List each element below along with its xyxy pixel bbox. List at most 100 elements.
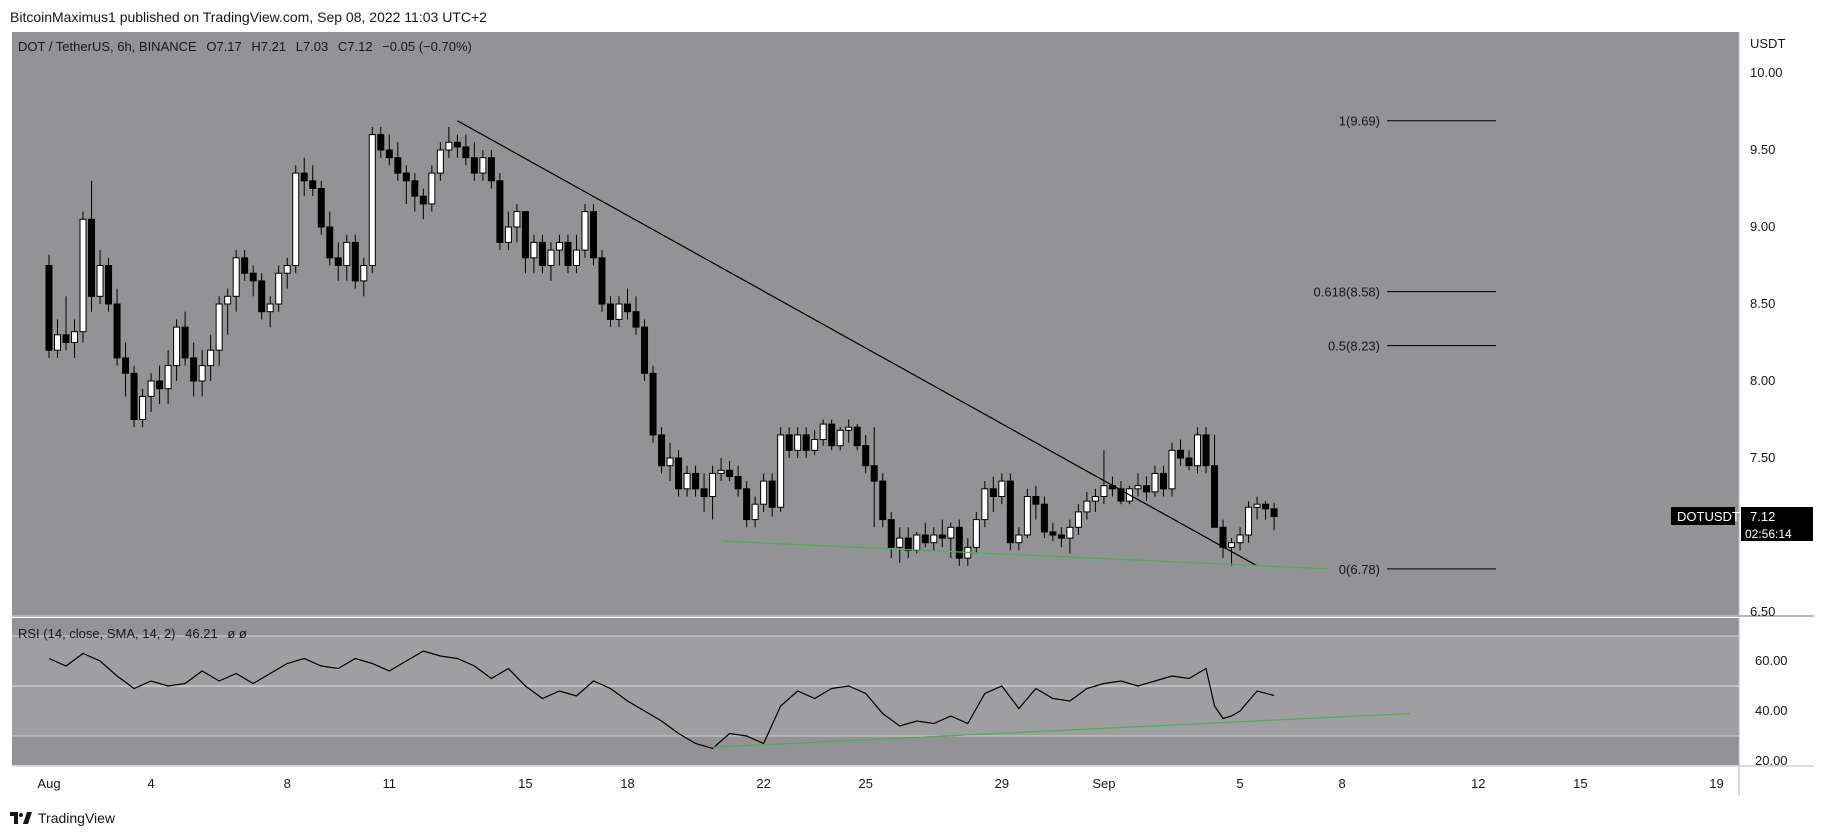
time-tick-label: 19 [1709, 776, 1723, 791]
candle-body [734, 475, 742, 490]
price-axis-unit: USDT [1750, 36, 1785, 51]
candle-body [45, 265, 53, 351]
candlestick [998, 473, 1006, 505]
candle-body [436, 149, 444, 174]
candlestick [343, 234, 351, 281]
candle-body [190, 357, 198, 382]
candle-body [675, 457, 683, 490]
candle-body [479, 157, 487, 174]
candle-body [811, 439, 819, 451]
candlestick [879, 473, 887, 528]
candlestick [402, 165, 410, 204]
candle-body [606, 303, 614, 320]
candlestick [760, 473, 768, 512]
candlestick [1083, 491, 1091, 520]
candle-body [819, 423, 827, 441]
time-tick-label: 5 [1236, 776, 1243, 791]
candlestick [266, 296, 274, 328]
candle-body [845, 426, 853, 431]
time-tick-label: 8 [1339, 776, 1346, 791]
candlestick [275, 265, 283, 312]
candle-body [760, 480, 768, 505]
candlestick [870, 427, 878, 528]
candlestick [1202, 427, 1210, 474]
candle-body [1023, 496, 1031, 536]
candlestick [819, 419, 827, 446]
candle-body [726, 469, 734, 477]
candlestick [1091, 488, 1099, 512]
rsi-line [48, 650, 1275, 750]
candle-body [394, 157, 402, 174]
candlestick [768, 473, 776, 517]
candle-body [836, 429, 844, 447]
candle-body [828, 423, 836, 447]
candle-body [879, 480, 887, 521]
candle-body [334, 257, 342, 266]
candlestick [147, 373, 155, 412]
candlestick [1134, 473, 1142, 497]
tradingview-logo-icon [10, 812, 32, 824]
candle-body [1083, 500, 1091, 513]
candlestick [700, 473, 708, 512]
tradingview-logo[interactable]: TradingView [10, 810, 115, 826]
candle-body [487, 157, 495, 182]
candlestick [453, 134, 461, 158]
candle-body [207, 349, 215, 367]
price-tick-label: 9.50 [1750, 142, 1775, 157]
candle-body [122, 357, 130, 374]
candle-body [1228, 542, 1236, 548]
symbol-legend: DOT / TetherUS, 6h, BINANCE O7.17 H7.21 … [18, 39, 472, 54]
candle-body [385, 149, 393, 159]
candle-body [428, 172, 436, 205]
candle-body [1006, 480, 1014, 544]
candlestick [207, 334, 215, 381]
time-tick-label: 29 [995, 776, 1009, 791]
candlestick [632, 296, 640, 335]
candle-body [368, 134, 376, 266]
candlestick [1270, 502, 1278, 531]
candle-body [972, 519, 980, 548]
candle-body [564, 241, 572, 266]
candlestick [692, 465, 700, 497]
candle-body [96, 265, 104, 297]
candle-body [1151, 472, 1159, 493]
candlestick [283, 257, 291, 289]
candle-body [1202, 434, 1210, 467]
candlestick [641, 319, 649, 381]
candle-body [624, 303, 632, 313]
candlestick [743, 481, 751, 528]
candle-body [555, 241, 563, 251]
candle-body [1168, 449, 1176, 490]
candlestick [836, 427, 844, 451]
candlestick [241, 250, 249, 281]
candle-body [913, 534, 921, 551]
candlestick [675, 450, 683, 497]
candlestick [334, 242, 342, 281]
price-pane[interactable] [12, 32, 1739, 615]
candle-body [462, 146, 470, 159]
candle-body [258, 280, 266, 313]
fibonacci-levels: 1(9.69) 0.618(8.58) 0.5(8.23) 0(6.78) [1314, 114, 1496, 577]
candlestick [1185, 450, 1193, 471]
candlestick [1176, 439, 1184, 466]
rsi-tick-label: 60.00 [1755, 653, 1788, 668]
candlestick [1236, 527, 1244, 551]
candle-body [547, 249, 555, 267]
candle-body [215, 303, 223, 351]
candle-body [181, 326, 189, 359]
candle-body [743, 488, 751, 521]
candle-body [938, 534, 946, 539]
candlestick [317, 180, 325, 235]
candle-body [173, 326, 181, 367]
candle-body [853, 426, 861, 447]
candlestick [164, 350, 172, 405]
candle-body [1100, 485, 1108, 498]
candlestick [436, 142, 444, 181]
candle-body [538, 241, 546, 266]
candle-body [947, 526, 955, 539]
candlestick [802, 427, 810, 458]
candlestick [1100, 450, 1108, 505]
candlestick [360, 257, 368, 297]
candle-body [241, 257, 249, 274]
